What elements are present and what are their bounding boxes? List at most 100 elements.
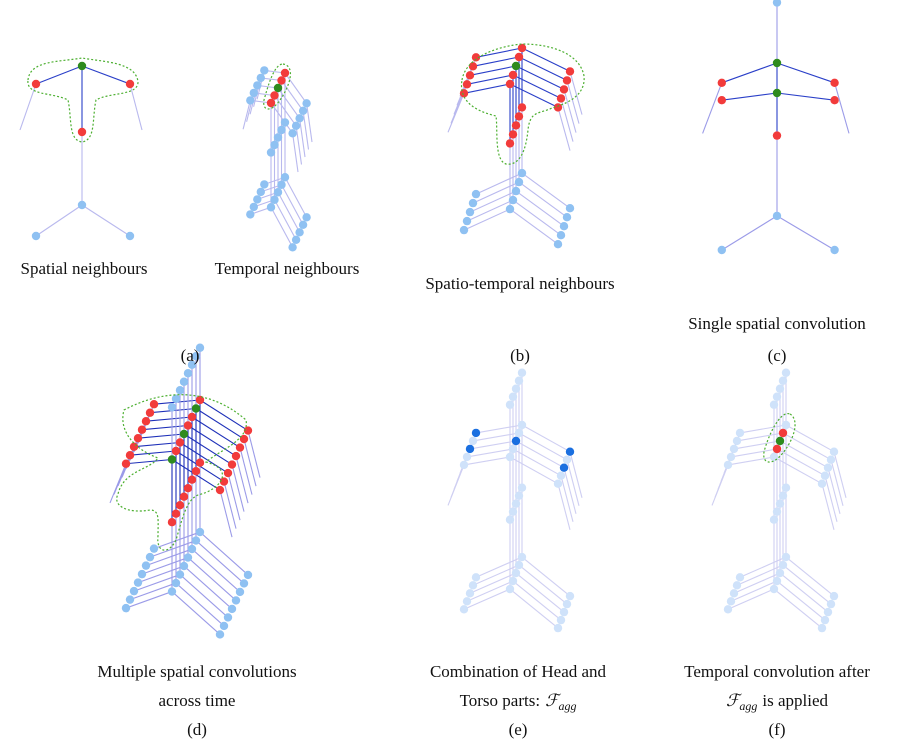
bone (831, 460, 843, 506)
joint (506, 80, 514, 88)
caption: Multiple spatial convolutions (97, 662, 296, 681)
bone (196, 541, 244, 584)
joint (512, 187, 520, 195)
joint (168, 455, 176, 463)
joint (773, 212, 781, 220)
joint (32, 80, 40, 88)
panel-label: (d) (187, 720, 207, 739)
joint (150, 544, 158, 552)
bone (510, 84, 558, 107)
bone (448, 465, 464, 506)
bone (519, 57, 567, 80)
bone (188, 558, 236, 601)
joint (250, 203, 258, 211)
bone (36, 205, 82, 236)
joint (168, 587, 176, 595)
bone (777, 149, 835, 161)
joint (216, 486, 224, 494)
math-subscript: agg (558, 699, 576, 713)
joint (566, 67, 574, 75)
bone (777, 581, 825, 620)
joint (292, 122, 300, 130)
joint (172, 510, 180, 518)
bone (146, 417, 192, 421)
joint (180, 378, 188, 386)
joint (512, 121, 520, 129)
joint (142, 561, 150, 569)
joint (150, 400, 158, 408)
bone (712, 465, 728, 506)
joint (509, 393, 517, 401)
joint (518, 369, 526, 377)
bone (513, 75, 561, 98)
joint (776, 437, 784, 445)
joint (220, 622, 228, 630)
joint (515, 178, 523, 186)
joint (818, 624, 826, 632)
joint (770, 401, 778, 409)
bone (184, 566, 232, 609)
joint (779, 561, 787, 569)
joint (192, 536, 200, 544)
bone (561, 476, 573, 522)
caption-text: is applied (762, 691, 828, 710)
joint (830, 592, 838, 600)
joint (509, 508, 517, 516)
joint (509, 71, 517, 79)
joint (281, 69, 289, 77)
joint (818, 480, 826, 488)
joint (184, 421, 192, 429)
bone (300, 118, 305, 157)
joint (274, 84, 282, 92)
joint (126, 451, 134, 459)
bone (296, 126, 301, 165)
joint (126, 232, 134, 240)
joint (281, 173, 289, 181)
bone (564, 468, 576, 514)
joint (302, 213, 310, 221)
panel-label: (a) (181, 346, 200, 365)
caption: Combination of Head and (430, 662, 607, 681)
joint (776, 500, 784, 508)
figure: Spatial neighbours Temporal neighbours (… (0, 0, 917, 746)
joint (560, 608, 568, 616)
joint (518, 103, 526, 111)
bone (228, 473, 240, 520)
bone (220, 490, 232, 537)
caption: Temporal convolution after (684, 662, 870, 681)
joint (196, 528, 204, 536)
joint (460, 605, 468, 613)
joint (779, 377, 787, 385)
joint (509, 577, 517, 585)
caption: Single spatial convolution (688, 314, 866, 333)
joint (78, 201, 86, 209)
joint (295, 228, 303, 236)
joint (782, 484, 790, 492)
joint (216, 630, 224, 638)
joint (718, 79, 726, 87)
joint (232, 452, 240, 460)
joint (172, 447, 180, 455)
bone (570, 71, 582, 114)
joint (830, 79, 838, 87)
joint (560, 464, 568, 472)
joint (292, 236, 300, 244)
joint (560, 85, 568, 93)
joint (773, 59, 781, 67)
joint (288, 243, 296, 251)
joint (122, 604, 130, 612)
joint (466, 589, 474, 597)
joint (821, 616, 829, 624)
bone (232, 465, 244, 512)
bone (834, 452, 846, 498)
bone (244, 439, 256, 486)
bone (516, 191, 564, 226)
panel-label: (c) (768, 346, 787, 365)
joint (724, 461, 732, 469)
joint (718, 96, 726, 104)
bone (180, 575, 228, 618)
joint (557, 231, 565, 239)
joint (563, 456, 571, 464)
bone (722, 63, 777, 83)
joint (277, 76, 285, 84)
